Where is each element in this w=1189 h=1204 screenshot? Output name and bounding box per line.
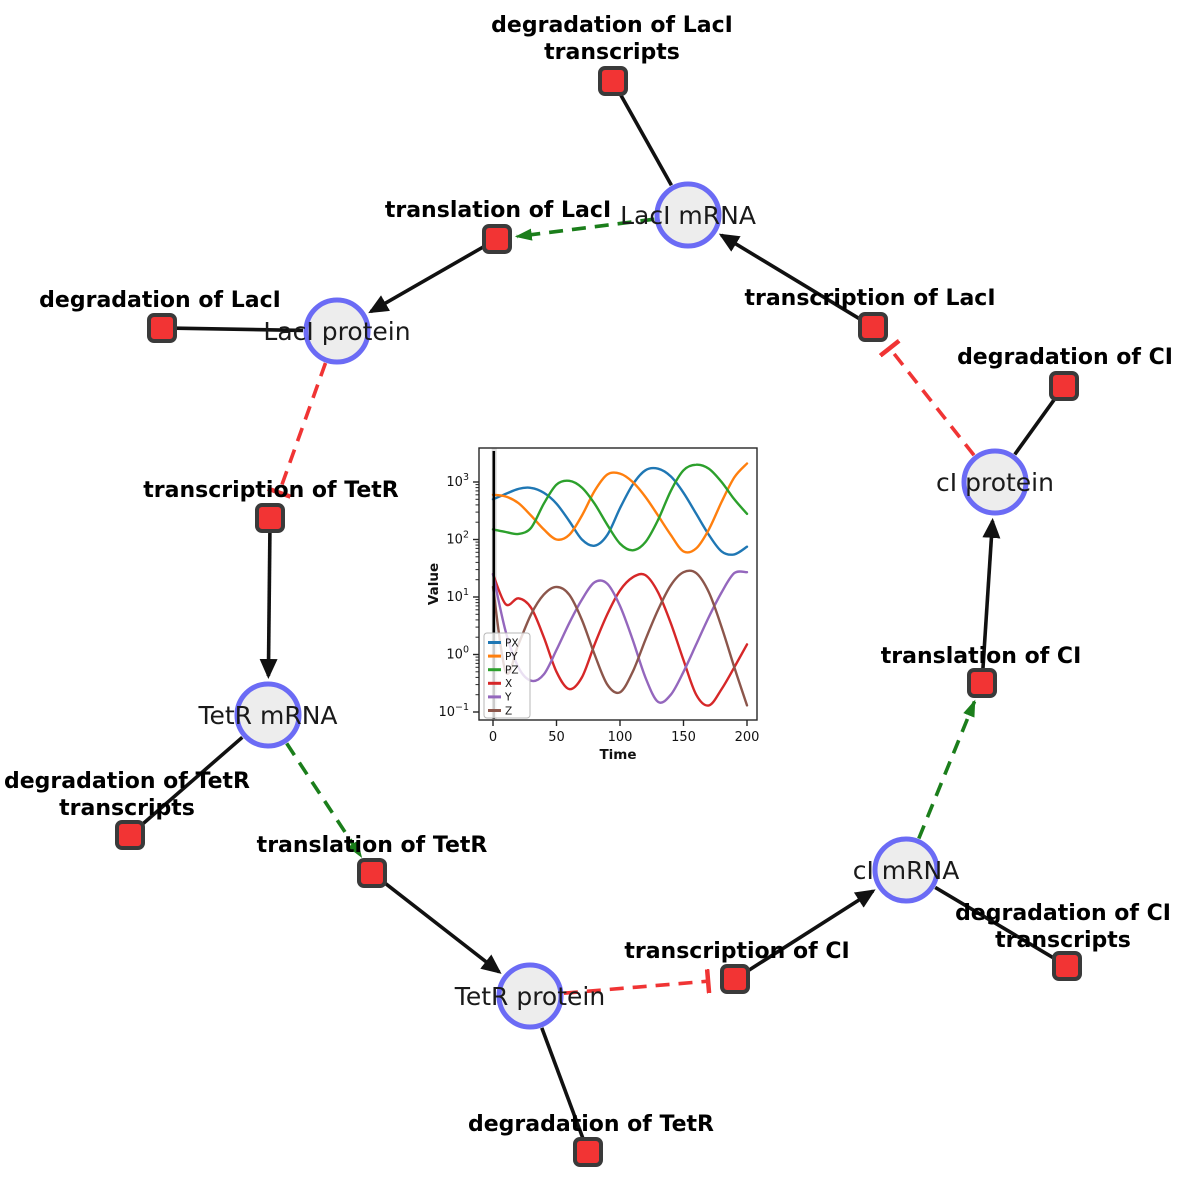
- reaction-node-translate-tetr[interactable]: [357, 858, 387, 888]
- edge-ci-protein-to-deg-ci[interactable]: [1013, 396, 1058, 456]
- edge-tx-ci-to-ci-mrna[interactable]: [745, 889, 876, 974]
- reaction-label-tx-ci: transcription of CI: [624, 939, 849, 964]
- reaction-node-tx-ci[interactable]: [720, 964, 750, 994]
- species-node-tetr-protein[interactable]: [496, 962, 564, 1030]
- svg-text:PX: PX: [505, 637, 519, 649]
- species-label-ci-protein: cI protein: [936, 468, 1054, 497]
- svg-text:Y: Y: [504, 692, 512, 704]
- svg-text:100: 100: [608, 730, 633, 745]
- species-node-laci-protein[interactable]: [303, 297, 371, 365]
- reaction-label-tx-laci: transcription of LacI: [744, 286, 995, 311]
- svg-text:X: X: [505, 678, 512, 690]
- plot-x-axis: 0 50 100 150 200 Time: [489, 720, 760, 763]
- reaction-label-deg-ci-tx: degradation of CI: [955, 901, 1171, 926]
- edge-tetr-protein-to-tx-ci[interactable]: [563, 981, 708, 995]
- species-label-tetr-protein: TetR protein: [454, 982, 605, 1011]
- reaction-label-deg-tetr-tx: degradation of TetR: [4, 769, 250, 794]
- edge-laci-protein-to-deg-laci[interactable]: [175, 326, 304, 333]
- species-node-laci-mrna[interactable]: [654, 181, 722, 249]
- svg-text:50: 50: [548, 730, 565, 745]
- label-layer: LacI mRNA LacI protein TetR mRNA TetR prote…: [4, 13, 1173, 1137]
- reaction-label-deg-laci-tx: degradation of LacI: [491, 13, 733, 38]
- species-label-laci-protein: LacI protein: [263, 317, 410, 346]
- reaction-label-deg-laci-tx: transcripts: [544, 40, 680, 65]
- reaction-node-deg-ci-tx[interactable]: [1052, 951, 1082, 981]
- reaction-label-translate-tetr: translation of TetR: [257, 833, 488, 858]
- edge-laci-mrna-to-translate-laci[interactable]: [514, 217, 655, 241]
- edge-layer: [139, 92, 1058, 1140]
- plot-axes-box: [478, 447, 758, 721]
- edge-tetr-mrna-to-deg-tetr-tx[interactable]: [139, 735, 244, 828]
- reaction-node-deg-ci[interactable]: [1049, 371, 1079, 401]
- svg-text:150: 150: [671, 730, 696, 745]
- reaction-label-deg-ci-tx: transcripts: [995, 928, 1131, 953]
- species-node-ci-protein[interactable]: [961, 448, 1029, 516]
- svg-text:PZ: PZ: [505, 665, 519, 677]
- species-node-ci-mrna[interactable]: [872, 836, 940, 904]
- edge-ci-mrna-to-deg-ci-tx[interactable]: [934, 885, 1056, 961]
- species-label-tetr-mrna: TetR mRNA: [197, 701, 337, 730]
- reaction-node-translate-ci[interactable]: [967, 668, 997, 698]
- svg-text:PY: PY: [505, 651, 518, 663]
- svg-text:Z: Z: [505, 705, 512, 717]
- reaction-node-deg-tetr[interactable]: [573, 1137, 603, 1167]
- species-label-ci-mrna: cI mRNA: [853, 856, 960, 885]
- reaction-label-deg-tetr-tx: transcripts: [59, 796, 195, 821]
- series-Y: [491, 570, 749, 704]
- plot-ylabel: Value: [426, 563, 442, 605]
- edge-tetr-protein-to-deg-tetr[interactable]: [540, 1027, 585, 1140]
- edge-translate-laci-to-laci-protein[interactable]: [368, 244, 486, 314]
- node-layer: [115, 66, 1082, 1167]
- edge-deg-laci-tx-to-laci-mrna[interactable]: [618, 92, 673, 187]
- reaction-label-deg-ci: degradation of CI: [957, 345, 1173, 370]
- edge-tx-tetr-to-tetr-mrna[interactable]: [259, 531, 278, 679]
- reaction-label-deg-laci: degradation of LacI: [39, 288, 281, 313]
- series-X: [491, 572, 749, 707]
- plot-xlabel: Time: [599, 747, 636, 763]
- svg-text:0: 0: [489, 730, 497, 745]
- reaction-label-translate-laci: translation of LacI: [385, 198, 611, 223]
- series-PZ: [491, 463, 749, 552]
- series-Z: [491, 569, 749, 707]
- reaction-label-deg-tetr: degradation of TetR: [468, 1112, 714, 1137]
- edge-translate-tetr-to-tetr-protein[interactable]: [381, 880, 502, 974]
- species-node-tetr-mrna[interactable]: [234, 681, 302, 749]
- reaction-label-translate-ci: translation of CI: [881, 644, 1082, 669]
- reaction-node-translate-laci[interactable]: [482, 224, 512, 254]
- reaction-node-tx-laci[interactable]: [858, 312, 888, 342]
- reaction-node-deg-tetr-tx[interactable]: [115, 820, 145, 850]
- svg-text:200: 200: [735, 730, 760, 745]
- edge-laci-protein-to-tx-tetr[interactable]: [279, 362, 328, 493]
- series-PX: [491, 466, 749, 556]
- reaction-node-deg-laci[interactable]: [147, 313, 177, 343]
- edge-translate-ci-to-ci-protein[interactable]: [981, 517, 1001, 670]
- reaction-node-tx-tetr[interactable]: [255, 503, 285, 533]
- species-label-laci-mrna: LacI mRNA: [620, 201, 756, 230]
- edge-tx-laci-to-laci-mrna[interactable]: [718, 233, 862, 322]
- reaction-node-deg-laci-tx[interactable]: [598, 66, 628, 96]
- reaction-label-tx-tetr: transcription of TetR: [143, 478, 399, 503]
- edge-ci-mrna-to-translate-ci[interactable]: [917, 699, 977, 840]
